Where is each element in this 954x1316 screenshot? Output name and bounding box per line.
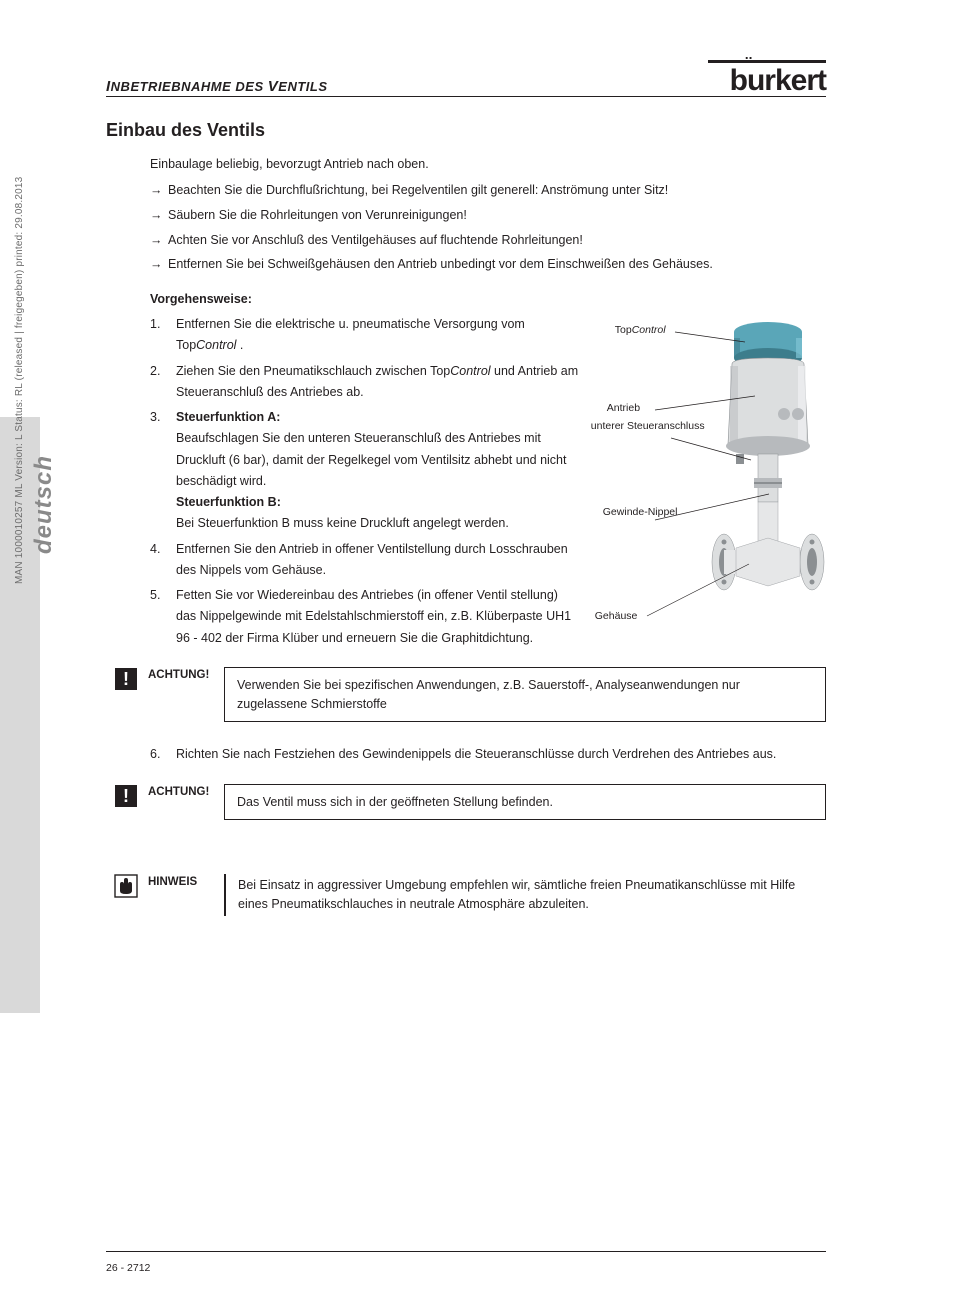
procedure-heading: Vorgehensweise:: [150, 292, 826, 306]
arrow-icon: →: [150, 206, 168, 225]
language-label: deutsch: [30, 455, 58, 554]
arrow-item: →Achten Sie vor Anschluß des Ventilgehäu…: [150, 231, 826, 250]
arrow-icon: →: [150, 181, 168, 200]
content-column: Einbau des Ventils Einbaulage beliebig, …: [106, 120, 826, 916]
step-6: 6. Richten Sie nach Festziehen des Gewin…: [150, 744, 826, 765]
fig-label-unterer: unterer Steueranschluss: [591, 420, 685, 433]
step-1: Entfernen Sie die elektrische u. pneumat…: [150, 314, 581, 357]
hand-icon: [114, 874, 138, 898]
intro-text: Einbaulage beliebig, bevorzugt Antrieb n…: [150, 157, 826, 171]
achtung-callout-2: ! ACHTUNG! Das Ventil muss sich in der g…: [114, 784, 826, 821]
arrow-item: →Beachten Sie die Durchflußrichtung, bei…: [150, 181, 826, 200]
valve-figure: TopControl Antrieb unterer Steueranschlu…: [585, 314, 826, 644]
valve-svg: [676, 314, 826, 644]
burkert-logo: b¨urkert: [730, 64, 826, 98]
fig-label-topcontrol: TopControl: [615, 324, 666, 336]
page: MAN 1000010257 ML Version: L Status: RL …: [0, 0, 954, 1316]
svg-text:!: !: [123, 669, 129, 689]
footer-rule: [106, 1251, 826, 1252]
page-title: Einbau des Ventils: [106, 120, 826, 141]
arrow-list: →Beachten Sie die Durchflußrichtung, bei…: [150, 181, 826, 274]
arrow-text: Beachten Sie die Durchflußrichtung, bei …: [168, 181, 668, 200]
procedure-and-figure: Entfernen Sie die elektrische u. pneumat…: [150, 314, 826, 653]
document-meta: MAN 1000010257 ML Version: L Status: RL …: [14, 177, 25, 584]
step-4: Entfernen Sie den Antrieb in offener Ven…: [150, 539, 581, 582]
arrow-text: Säubern Sie die Rohrleitungen von Verunr…: [168, 206, 467, 225]
page-number: 26 - 2712: [106, 1262, 150, 1274]
arrow-icon: →: [150, 231, 168, 250]
arrow-text: Achten Sie vor Anschluß des Ventilgehäus…: [168, 231, 583, 250]
step-5: Fetten Sie vor Wiedereinbau des Antriebe…: [150, 585, 581, 649]
fig-label-gehaeuse: Gehäuse: [595, 610, 638, 622]
step-3: Steuerfunktion A: Beaufschlagen Sie den …: [150, 407, 581, 535]
achtung-label: ACHTUNG!: [148, 667, 224, 681]
arrow-item: →Säubern Sie die Rohrleitungen von Verun…: [150, 206, 826, 225]
step-2: Ziehen Sie den Pneumatikschlauch zwische…: [150, 361, 581, 404]
step-6-number: 6.: [150, 744, 176, 765]
achtung-label: ACHTUNG!: [148, 784, 224, 798]
hinweis-text: Bei Einsatz in aggressiver Umgebung empf…: [224, 874, 826, 916]
hinweis-label: HINWEIS: [148, 874, 224, 888]
procedure-list: Entfernen Sie die elektrische u. pneumat…: [150, 314, 581, 653]
fig-label-gewinde: Gewinde-Nippel: [603, 506, 663, 519]
svg-text:!: !: [123, 786, 129, 806]
header-rule: [106, 96, 826, 97]
arrow-item: →Entfernen Sie bei Schweißgehäusen den A…: [150, 255, 826, 274]
hinweis-callout: HINWEIS Bei Einsatz in aggressiver Umgeb…: [114, 874, 826, 916]
section-header: INBETRIEBNAHME DES VENTILS: [106, 78, 328, 95]
warning-icon: !: [114, 667, 138, 691]
arrow-icon: →: [150, 255, 168, 274]
arrow-text: Entfernen Sie bei Schweißgehäusen den An…: [168, 255, 713, 274]
logo-bar: [708, 60, 826, 63]
achtung-box-1: Verwenden Sie bei spezifischen Anwendung…: [224, 667, 826, 723]
achtung-callout-1: ! ACHTUNG! Verwenden Sie bei spezifische…: [114, 667, 826, 723]
step-6-text: Richten Sie nach Festziehen des Gewinden…: [176, 744, 776, 765]
fig-label-antrieb: Antrieb: [607, 402, 640, 414]
achtung-box-2: Das Ventil muss sich in der geöffneten S…: [224, 784, 826, 821]
warning-icon: !: [114, 784, 138, 808]
